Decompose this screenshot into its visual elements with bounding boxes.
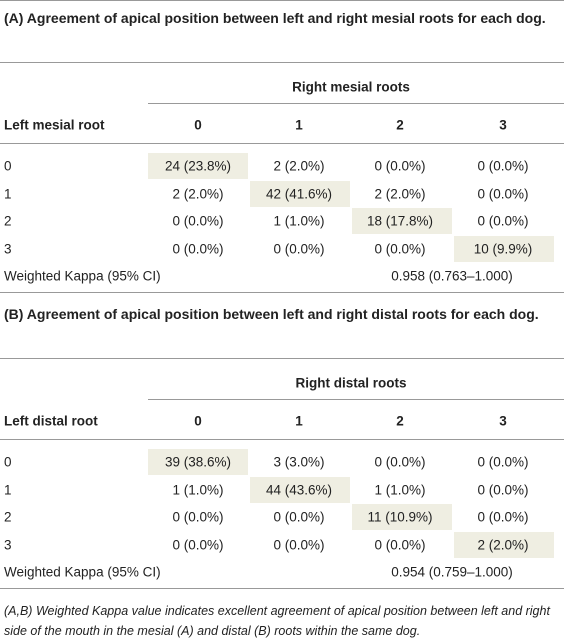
row-label: 2	[4, 213, 12, 229]
cell: 0 (0.0%)	[374, 537, 426, 552]
column-label: 0	[194, 117, 202, 133]
row-label: 0	[4, 454, 12, 470]
diagonal-highlight	[454, 531, 554, 558]
cell: 44 (43.6%)	[265, 482, 333, 497]
cell: 0 (0.0%)	[477, 454, 529, 470]
cell: 0 (0.0%)	[477, 158, 529, 174]
cell: 0 (0.0%)	[477, 482, 529, 497]
group-label: Right mesial roots	[292, 79, 410, 95]
column-label: 3	[499, 413, 507, 429]
kappa-label: Weighted Kappa (95% CI)	[4, 564, 161, 580]
cell: 0 (0.0%)	[273, 509, 325, 525]
column-label: 1	[295, 413, 303, 429]
diagonal-highlight	[148, 449, 248, 475]
cell: 0 (0.0%)	[273, 241, 325, 256]
rule	[148, 103, 564, 104]
column-label: 0	[194, 413, 202, 429]
top-rule	[0, 0, 564, 1]
group-label: Right distal roots	[295, 375, 407, 391]
rule	[0, 588, 564, 589]
rule	[0, 439, 564, 440]
cell: 1 (1.0%)	[374, 482, 426, 497]
row-header: Left distal root	[4, 413, 98, 429]
row-label: 3	[4, 241, 12, 256]
cell: 0 (0.0%)	[172, 509, 224, 525]
column-label: 3	[499, 117, 507, 133]
cell: 2 (2.0%)	[172, 186, 224, 201]
rule	[0, 358, 564, 359]
diagonal-highlight	[148, 153, 248, 179]
cell: 0 (0.0%)	[477, 213, 529, 229]
row-label: 0	[4, 158, 12, 174]
row-label: 2	[4, 509, 12, 525]
cell: 24 (23.8%)	[164, 158, 232, 174]
cell: 1 (1.0%)	[273, 213, 325, 229]
kappa-value: 0.954 (0.759–1.000)	[391, 564, 513, 580]
cell: 18 (17.8%)	[366, 213, 434, 229]
diagonal-highlight	[454, 235, 554, 262]
cell: 2 (2.0%)	[477, 537, 529, 552]
cell: 0 (0.0%)	[172, 241, 224, 256]
row-header: Left mesial root	[4, 117, 105, 133]
column-label: 2	[396, 413, 404, 429]
rule	[0, 292, 564, 293]
kappa-value: 0.958 (0.763–1.000)	[391, 268, 513, 284]
column-label: 1	[295, 117, 303, 133]
cell: 39 (38.6%)	[164, 454, 232, 470]
cell: 1 (1.0%)	[172, 482, 224, 497]
cell: 0 (0.0%)	[374, 454, 426, 470]
diagonal-highlight	[250, 180, 350, 207]
cell: 3 (3.0%)	[273, 454, 325, 470]
cell: 0 (0.0%)	[374, 158, 426, 174]
section-title: (A) Agreement of apical position between…	[4, 10, 546, 26]
kappa-label: Weighted Kappa (95% CI)	[4, 268, 161, 284]
rule	[0, 62, 564, 63]
diagonal-highlight	[352, 208, 452, 234]
cell: 2 (2.0%)	[273, 158, 325, 174]
row-label: 1	[4, 186, 12, 201]
cell: 0 (0.0%)	[477, 186, 529, 201]
cell: 10 (9.9%)	[473, 241, 533, 256]
column-label: 2	[396, 117, 404, 133]
cell: 0 (0.0%)	[374, 241, 426, 256]
diagonal-highlight	[250, 476, 350, 503]
cell: 0 (0.0%)	[172, 537, 224, 552]
section-title: (B) Agreement of apical position between…	[4, 306, 539, 322]
cell: 0 (0.0%)	[273, 537, 325, 552]
row-label: 3	[4, 537, 12, 552]
rule	[148, 399, 564, 400]
row-label: 1	[4, 482, 12, 497]
cell: 2 (2.0%)	[374, 186, 426, 201]
cell: 42 (41.6%)	[265, 186, 333, 201]
cell: 0 (0.0%)	[477, 509, 529, 525]
cell: 11 (10.9%)	[367, 509, 433, 525]
rule	[0, 143, 564, 144]
footnote: (A,B) Weighted Kappa value indicates exc…	[4, 604, 550, 638]
diagonal-highlight	[352, 504, 452, 530]
cell: 0 (0.0%)	[172, 213, 224, 229]
